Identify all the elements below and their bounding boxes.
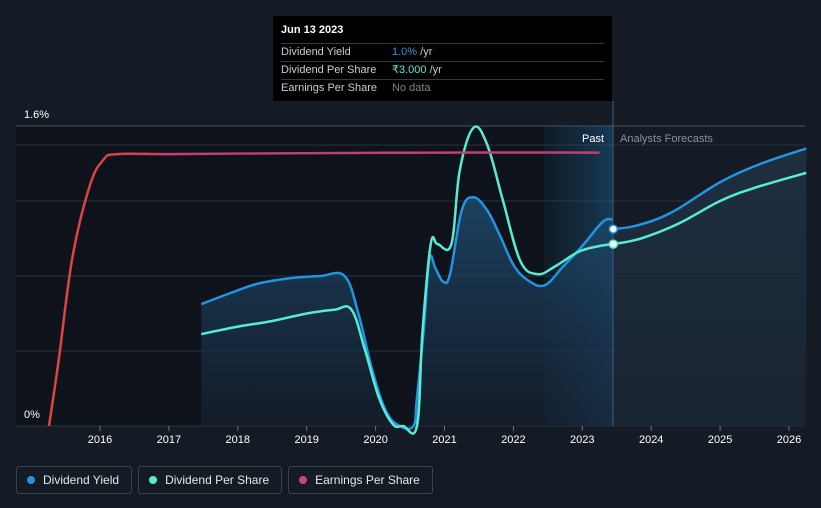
- x-tick-label: 2021: [432, 434, 456, 446]
- x-tick-label: 2024: [639, 434, 663, 446]
- x-tick-label: 2017: [157, 434, 181, 446]
- tooltip-value: No data: [392, 82, 431, 94]
- x-tick-label: 2025: [708, 434, 732, 446]
- tooltip-value: 1.0%: [392, 46, 418, 58]
- legend-label: Dividend Per Share: [165, 473, 270, 487]
- past-label: Past: [582, 133, 604, 145]
- y-tick-label: 0%: [24, 409, 40, 421]
- tooltip-unit: /yr: [426, 64, 442, 76]
- legend-item-dividend-yield[interactable]: Dividend Yield: [16, 466, 133, 494]
- tooltip-unit: /yr: [417, 46, 433, 58]
- tooltip-row-yield: Dividend Yield 1.0% /yr: [281, 43, 604, 61]
- dividend-per-share-marker: [608, 239, 619, 249]
- x-tick-label: 2022: [501, 434, 525, 446]
- forecast-label: Analysts Forecasts: [620, 133, 713, 145]
- forecast-area: [613, 148, 807, 426]
- legend-item-earnings-per-share[interactable]: Earnings Per Share: [288, 466, 433, 494]
- x-tick-label: 2020: [363, 434, 387, 446]
- tooltip-label: Dividend Per Share: [281, 64, 377, 76]
- legend-item-dividend-per-share[interactable]: Dividend Per Share: [138, 466, 283, 494]
- legend-label: Earnings Per Share: [315, 473, 420, 487]
- dividend-yield-area: [201, 197, 614, 429]
- y-tick-label: 1.6%: [24, 109, 49, 121]
- legend-dot-icon: [299, 476, 308, 484]
- dividend-yield-forecast-line: [613, 147, 807, 231]
- x-tick-label: 2023: [570, 434, 594, 446]
- legend-label: Dividend Yield: [43, 473, 120, 487]
- x-tick-label: 2019: [294, 434, 318, 446]
- legend: Dividend Yield Dividend Per Share Earnin…: [16, 466, 433, 494]
- legend-dot-icon: [149, 476, 158, 484]
- tooltip-label: Dividend Yield: [281, 46, 351, 58]
- x-tick-label: 2016: [88, 434, 112, 446]
- earnings-per-share-line: [47, 151, 600, 427]
- tooltip-date: Jun 13 2023: [281, 24, 344, 36]
- x-tick-label: 2026: [777, 434, 801, 446]
- legend-dot-icon: [27, 476, 35, 484]
- dividend-yield-marker: [608, 224, 619, 234]
- tooltip-row-eps: Earnings Per Share No data: [281, 79, 604, 97]
- dividend-per-share-forecast-line: [613, 171, 807, 246]
- tooltip-label: Earnings Per Share: [281, 82, 377, 94]
- dividend-per-share-line: [201, 125, 614, 435]
- tooltip-row-dps: Dividend Per Share ₹3.000 /yr: [281, 61, 604, 79]
- tooltip-value: ₹3.000: [392, 64, 427, 76]
- tooltip: Jun 13 2023 Dividend Yield 1.0% /yr Divi…: [273, 16, 612, 101]
- x-tick-label: 2018: [226, 434, 250, 446]
- dividend-yield-line: [200, 195, 614, 431]
